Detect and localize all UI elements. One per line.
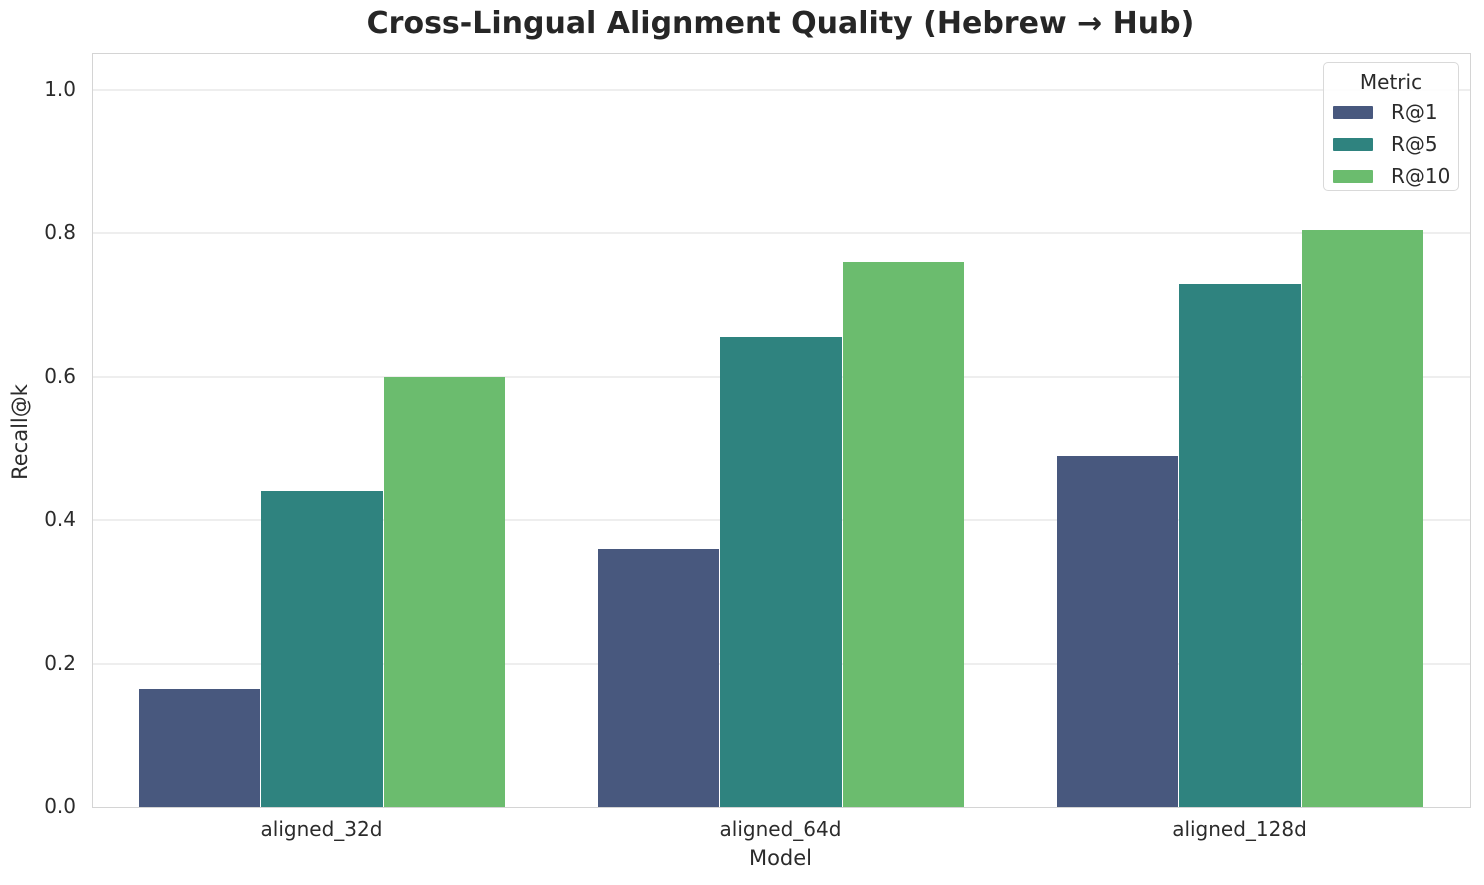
y-tick-label: 0.2 xyxy=(44,650,76,675)
y-tick-label: 0.4 xyxy=(44,507,76,532)
bar xyxy=(383,376,506,807)
chart-title: Cross-Lingual Alignment Quality (Hebrew … xyxy=(366,6,1195,41)
legend-item-label: R@5 xyxy=(1391,132,1438,156)
y-tick-label: 0.8 xyxy=(44,220,76,245)
x-tick-label: aligned_32d xyxy=(260,817,383,841)
y-tick-label: 0.0 xyxy=(44,794,76,818)
legend-swatch xyxy=(1333,105,1373,119)
bar xyxy=(261,491,383,807)
y-axis-label: Recall@k xyxy=(8,384,32,480)
bar xyxy=(138,688,261,807)
y-tick-label: 0.6 xyxy=(44,363,76,388)
bar xyxy=(597,548,720,807)
bar xyxy=(720,337,842,807)
legend-item: R@5 xyxy=(1333,132,1438,156)
legend-item: R@1 xyxy=(1333,100,1438,124)
legend-item-label: R@10 xyxy=(1391,164,1451,188)
gridline xyxy=(93,88,1470,91)
legend: Metric R@1 R@5 R@10 xyxy=(1323,62,1459,191)
bar xyxy=(1056,455,1179,807)
legend-swatch xyxy=(1333,169,1373,183)
bar xyxy=(1301,229,1424,807)
plot-area xyxy=(92,53,1471,808)
legend-title: Metric xyxy=(1359,70,1423,94)
legend-item-label: R@1 xyxy=(1391,100,1438,124)
gridline xyxy=(93,232,1470,235)
x-tick-label: aligned_64d xyxy=(719,817,842,841)
bar xyxy=(842,261,965,807)
x-axis-label: Model xyxy=(748,846,813,870)
x-tick-label: aligned_128d xyxy=(1172,817,1307,841)
y-tick-label: 1.0 xyxy=(44,76,76,101)
bar xyxy=(1179,283,1301,807)
legend-item: R@10 xyxy=(1333,164,1450,188)
legend-swatch xyxy=(1333,137,1373,151)
